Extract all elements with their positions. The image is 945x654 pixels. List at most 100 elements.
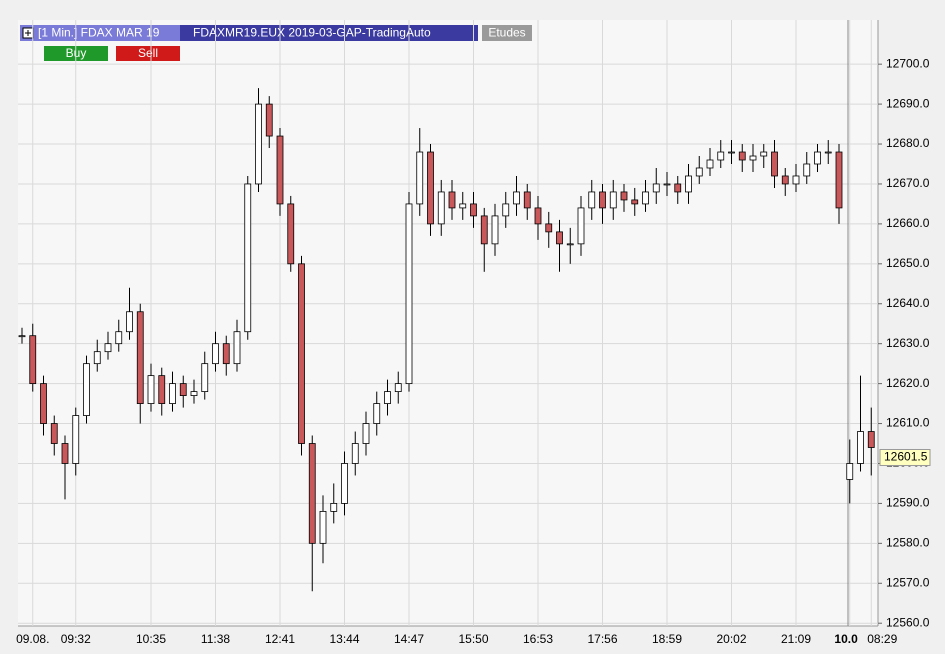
- candle-body: [233, 331, 241, 365]
- title-bar-left: [20, 25, 180, 41]
- candle-body: [470, 203, 477, 217]
- y-tick-label: 12650.0: [886, 256, 930, 270]
- candle-body: [706, 159, 714, 169]
- candle-body: [83, 363, 90, 416]
- candle-body: [255, 103, 262, 185]
- candle-body: [330, 503, 338, 512]
- candle-body: [394, 383, 402, 393]
- candle-body: [513, 191, 520, 205]
- candle-body: [351, 443, 359, 464]
- candle-body: [824, 151, 832, 154]
- y-tick-label: 12670.0: [886, 176, 930, 190]
- candle-body: [749, 155, 757, 161]
- candle-body: [18, 335, 26, 338]
- candle-body: [459, 203, 467, 209]
- sell-label: Sell: [138, 46, 158, 60]
- candle-body: [61, 443, 69, 464]
- candle-body: [695, 167, 703, 177]
- y-tick-label: 12590.0: [886, 496, 930, 510]
- candle-body: [448, 191, 456, 209]
- candle-body: [147, 375, 155, 404]
- x-tick-label: 13:44: [329, 632, 359, 646]
- candle-body: [384, 391, 391, 404]
- candle-body: [40, 383, 47, 424]
- plot-area: [18, 20, 878, 626]
- last-price-box: [879, 448, 931, 466]
- candle-body: [685, 175, 692, 193]
- candle-body: [846, 463, 854, 480]
- candle-body: [523, 191, 531, 209]
- candle-body: [319, 510, 327, 544]
- candle-body: [663, 183, 671, 186]
- candle-body: [545, 223, 553, 233]
- y-tick-label: 12620.0: [886, 376, 930, 390]
- candle-body: [50, 423, 58, 444]
- candle-body: [308, 443, 316, 544]
- candle-body: [126, 311, 133, 333]
- x-tick-label: 08:29: [867, 632, 897, 646]
- candle-body: [792, 175, 800, 185]
- candle-body: [728, 151, 735, 154]
- candle-body: [556, 231, 563, 245]
- candle-body: [169, 383, 176, 404]
- candle-body: [717, 151, 725, 161]
- candle-body: [212, 343, 219, 365]
- candle-body: [771, 151, 778, 177]
- studies-button[interactable]: [482, 25, 532, 41]
- candle-body: [566, 243, 574, 246]
- candle-body: [373, 403, 381, 424]
- candle-body: [244, 183, 252, 333]
- y-tick-label: 12580.0: [886, 536, 930, 550]
- x-tick-label: 09.08.: [16, 632, 49, 646]
- expand-icon-plus: [25, 30, 31, 36]
- candle-body: [857, 431, 864, 464]
- x-tick-label: 16:53: [523, 632, 553, 646]
- chart-title: [1 Min.] FDAX MAR 19: [38, 26, 160, 40]
- candle-body: [276, 135, 284, 205]
- y-tick-label: 12610.0: [886, 416, 930, 430]
- x-tick-label: 10.0: [834, 632, 858, 646]
- candle-body: [437, 191, 445, 225]
- candle-body: [760, 151, 768, 157]
- y-tick-label: 12700.0: [886, 56, 930, 70]
- candle-body: [179, 383, 187, 396]
- candle-body: [93, 351, 101, 365]
- candle-body: [29, 335, 37, 385]
- candle-body: [298, 263, 305, 444]
- candle-body: [222, 343, 230, 365]
- candle-body: [534, 207, 542, 225]
- candle-body: [265, 103, 273, 137]
- candle-body: [416, 151, 424, 205]
- y-tick-label: 12640.0: [886, 296, 930, 310]
- candle-body: [674, 183, 682, 193]
- y-tick-label: 12630.0: [886, 336, 930, 350]
- candle-body: [642, 191, 649, 205]
- candle-body: [287, 203, 295, 265]
- candle-body: [158, 375, 166, 404]
- candle-body: [867, 431, 875, 448]
- x-tick-label: 11:38: [201, 632, 230, 646]
- y-tick-label: 12560.0: [886, 615, 930, 629]
- x-tick-label: 17:56: [587, 632, 617, 646]
- candle-body: [190, 391, 198, 396]
- x-tick-label: 21:09: [781, 632, 811, 646]
- x-tick-label: 15:50: [458, 632, 488, 646]
- candle-body: [577, 207, 585, 245]
- y-tick-label: 12690.0: [886, 96, 930, 110]
- studies-label: Etudes: [488, 26, 525, 40]
- candle-body: [480, 215, 488, 245]
- sell-button[interactable]: [116, 46, 180, 61]
- candle-body: [631, 199, 639, 205]
- candle-body: [491, 215, 499, 245]
- candle-body: [652, 183, 660, 193]
- candle-body: [803, 163, 811, 177]
- y-tick-label: 12660.0: [886, 216, 930, 230]
- candle-body: [201, 363, 209, 393]
- candle-body: [781, 175, 789, 185]
- instrument: FDAXMR19.EUX 2019-03-GAP-TradingAuto: [193, 26, 431, 40]
- candle-body: [341, 463, 348, 504]
- candle-body: [738, 151, 746, 161]
- candle-body: [136, 311, 144, 404]
